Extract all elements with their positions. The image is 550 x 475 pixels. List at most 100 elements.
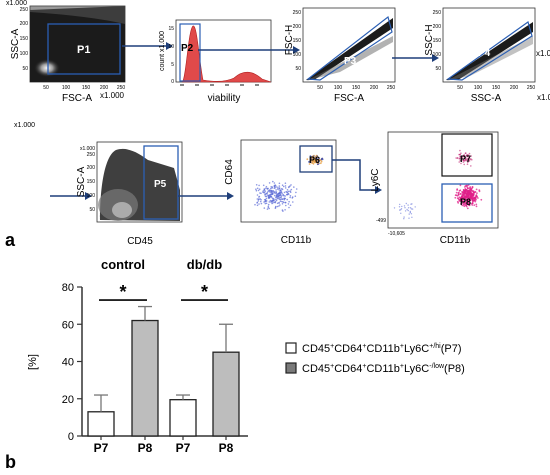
plot-p1-yscale: x1.000 — [6, 0, 27, 7]
plot-p4-ytick: 200 — [433, 24, 442, 30]
plot-p4-yticks: 50 100 150 200 250 — [433, 10, 442, 72]
plot-p2-ytick: 5 — [171, 62, 174, 68]
plot-p5-ytick: 250 — [87, 152, 96, 158]
plot-p3-ytick: 250 — [293, 10, 302, 16]
plot-p1-xtick: 200 — [100, 85, 109, 91]
plot-p5-xlabel: CD45 — [127, 236, 153, 247]
plot-p3-yticks: 50 100 150 200 250 — [293, 10, 302, 72]
plot-p4-ytick: 150 — [433, 38, 442, 44]
plot-p4-xscale: x1.000 — [537, 93, 550, 102]
plot-p2-ytick: 15 — [168, 26, 174, 32]
plot-p2-ytick: 0 — [171, 79, 174, 85]
gate-p1 — [47, 23, 121, 75]
panel-a-label: a — [5, 230, 16, 250]
y-axis-label: [%] — [27, 354, 39, 370]
plot-p3: P3 FSC-H FSC-A 50 100 150 200 250 50 100… — [284, 7, 396, 104]
gate-p1-label: P1 — [77, 44, 90, 56]
plot-p4-ytick: 250 — [433, 10, 442, 16]
y-tick-label: 20 — [62, 394, 74, 406]
x-tick-label: P8 — [219, 441, 234, 455]
plot-p3-xlabel: FSC-A — [334, 93, 364, 104]
panel-a-scale-note: x1.000 — [14, 122, 35, 129]
y-tick-label: 0 — [68, 431, 74, 443]
gate-p6-label: P6 — [309, 155, 320, 165]
plot-p5-ytick: 100 — [87, 193, 96, 199]
group-label: control — [101, 257, 145, 272]
plot-p4-xtick: 200 — [510, 85, 519, 91]
plot-p1-xtick: 250 — [117, 85, 126, 91]
plot-p1-ytick: 100 — [20, 51, 29, 57]
plot-p7p8-frame — [387, 131, 499, 229]
bar-p8 — [131, 319, 159, 437]
gate-p7 — [441, 133, 493, 177]
gate-arrow-6 — [332, 159, 375, 191]
plot-p1-xtick: 50 — [43, 85, 49, 91]
plot-p3-ytick: 150 — [293, 38, 302, 44]
plot-p1-hotspot — [34, 59, 60, 77]
plot-p3-xtick: 50 — [317, 85, 323, 91]
plot-p4-ylabel: SSC-H — [424, 24, 435, 55]
y-ticks: 0 20 40 60 80 — [62, 282, 82, 443]
legend-swatch-p8 — [285, 362, 297, 374]
group-label: db/db — [187, 257, 222, 272]
plot-p4-xtick: 150 — [492, 85, 501, 91]
plot-p3-xtick: 200 — [370, 85, 379, 91]
significance-star: * — [119, 282, 126, 302]
plot-p7p8-xlabel: CD11b — [440, 235, 471, 246]
plot-p1-ytick: 200 — [20, 21, 29, 27]
bar-p7 — [169, 399, 197, 437]
panel-b-label: b — [5, 452, 16, 472]
plot-p5-ytick: 150 — [87, 179, 96, 185]
plot-p1-yticks: 50 100 150 200 250 — [20, 7, 29, 72]
plot-p2-yticks: 0 5 10 15 — [168, 26, 174, 85]
bar-p7 — [87, 411, 115, 437]
bars — [87, 319, 240, 437]
plot-p4-xtick: 100 — [474, 85, 483, 91]
plot-p7p8-ylabel: Ly6C — [370, 169, 381, 192]
plot-p5-ytick: 200 — [87, 165, 96, 171]
plot-p2-ytick: 10 — [168, 44, 174, 50]
error-bars — [94, 305, 233, 412]
plot-p4-ytick: 100 — [433, 52, 442, 58]
plot-p4-frame — [442, 7, 536, 83]
x-tick-label: P7 — [176, 441, 191, 455]
plot-p3-ylabel: FSC-H — [284, 25, 295, 56]
significance-star: * — [201, 282, 208, 302]
plot-p7p8-corner-tick: -10,605 — [388, 231, 405, 237]
plot-p2-histogram — [181, 25, 272, 83]
plot-p4-xticks: 50 100 150 200 250 — [457, 85, 535, 91]
plot-p1-xticks: 50 100 150 200 250 — [43, 85, 125, 91]
plot-p4-ytick: 50 — [435, 66, 441, 72]
plot-p7p8-side-tick: -499 — [376, 218, 386, 224]
group-labels: control db/db — [101, 257, 222, 272]
gate-p3-label: P3 — [344, 56, 357, 67]
legend-swatch-p7 — [285, 342, 297, 354]
plot-p1-ytick: 150 — [20, 36, 29, 42]
plot-p3-xtick: 250 — [387, 85, 396, 91]
plot-p1-xscale: x1.000 — [100, 91, 125, 100]
gate-p2 — [179, 23, 201, 82]
plot-p6-frame — [240, 139, 337, 223]
gate-p7-label: P7 — [460, 154, 471, 164]
x-tick-label: P8 — [138, 441, 153, 455]
legend: CD45+CD64+CD11b+Ly6C+/hi(P7) CD45+CD64+C… — [285, 342, 465, 375]
y-tick-label: 80 — [62, 282, 74, 294]
legend-entry-p7: CD45+CD64+CD11b+Ly6C+/hi(P7) — [302, 343, 462, 355]
plot-p3-ytick: 50 — [295, 66, 301, 72]
plot-p7p8-scatter — [393, 149, 483, 220]
plot-p4-xtick: 50 — [457, 85, 463, 91]
plot-p1-ytick: 250 — [20, 7, 29, 13]
bar-p8 — [212, 351, 240, 437]
plot-p5-ylabel: SSC-A — [76, 166, 87, 197]
plot-p6: P6 CD64 CD11b — [224, 139, 337, 246]
plot-p2-ylabel: count x1.000 — [159, 31, 166, 71]
plot-p1-ytick: 50 — [22, 66, 28, 72]
plot-p1: P1 SSC-A FSC-A x1.000 x1.000 50 100 150 … — [6, 0, 126, 104]
plot-p5-yscale: x1.000 — [80, 146, 95, 152]
x-tick-labels: P7 P8 P7 P8 — [94, 436, 234, 455]
plot-p1-ylabel: SSC-A — [10, 28, 21, 59]
gate-p4-label: P4 — [478, 48, 491, 59]
plot-p3-ytick: 100 — [293, 52, 302, 58]
